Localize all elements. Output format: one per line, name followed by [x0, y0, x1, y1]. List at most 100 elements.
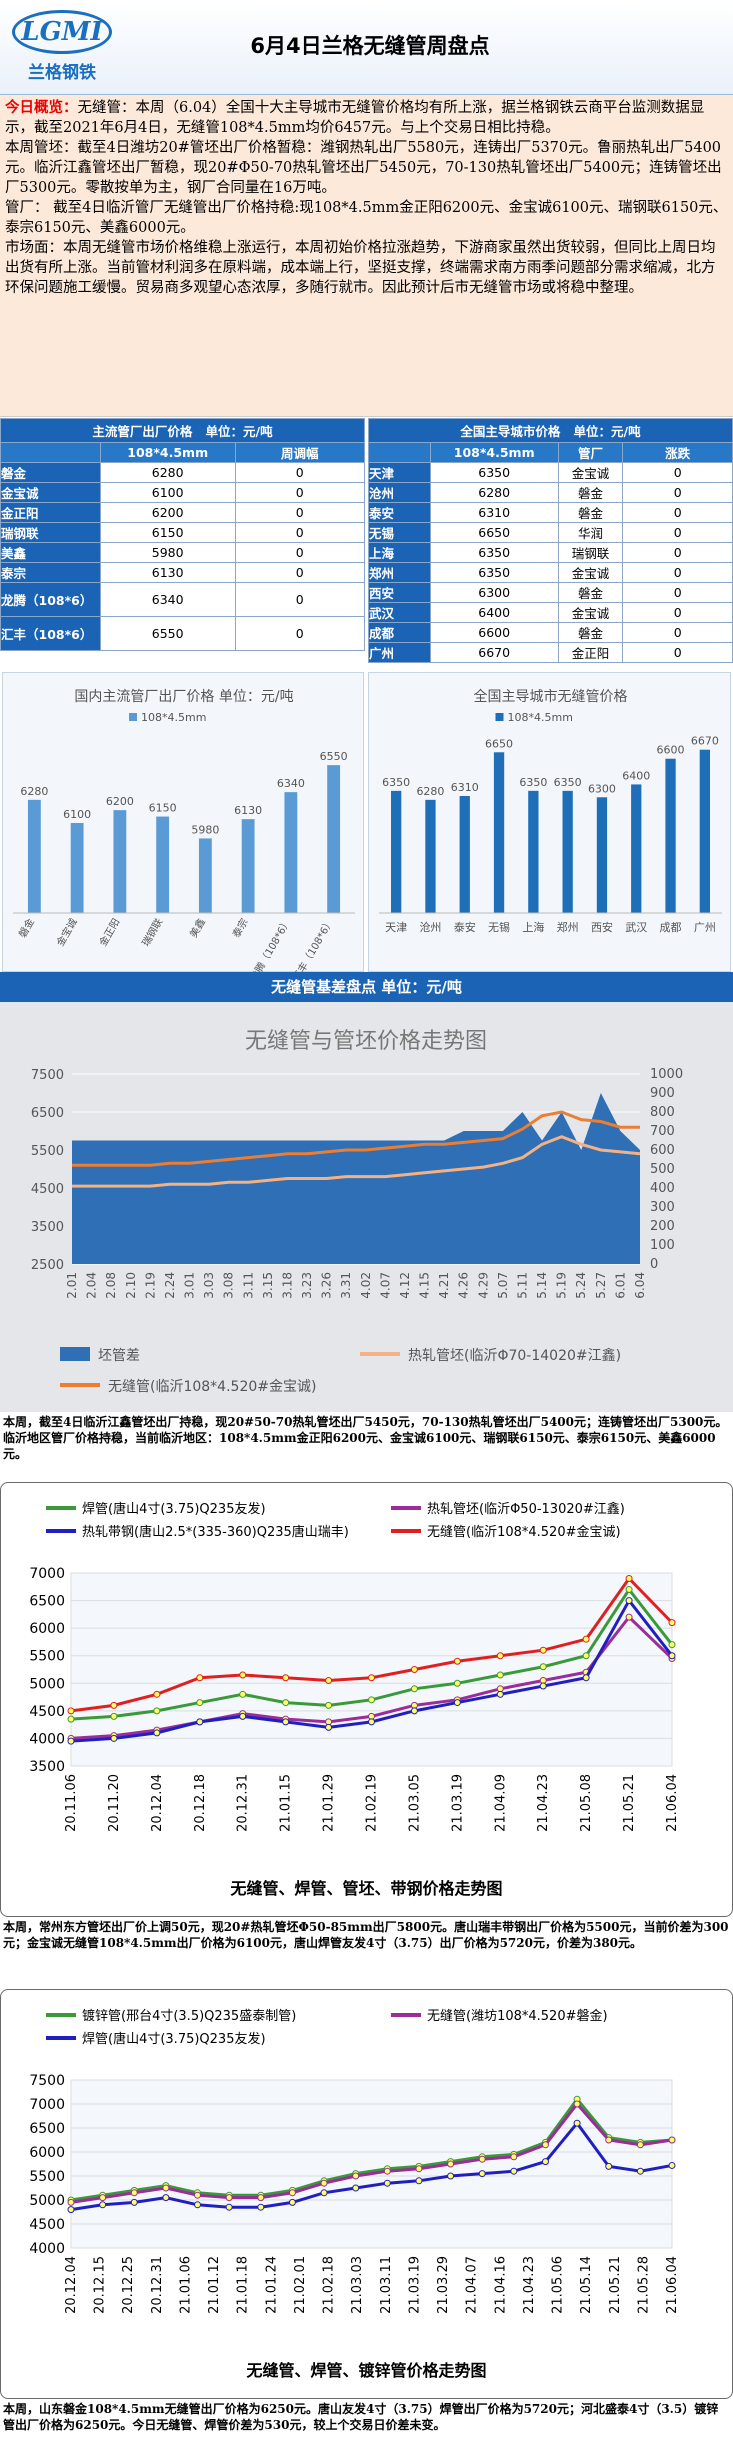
x-tick-label: 20.12.04	[150, 1774, 165, 1832]
data-point	[383, 2179, 391, 2187]
overview-market: 市场面：本周无缝管市场价格维稳上涨运行，本周初始价格拉涨趋势，下游商家虽然出货较…	[5, 240, 716, 296]
x-tick-label: 4.26	[457, 1272, 471, 1299]
logo: LGMI 兰格钢铁	[6, 10, 118, 86]
data-point	[239, 1671, 247, 1679]
price-tables: 主流管厂出厂价格 单位：元/吨 108*4.5mm 周调幅 磐金 6280 0 金宝诚 6…	[0, 418, 733, 672]
x-tick-label: 21.03.05	[407, 1774, 422, 1832]
data-point	[539, 1663, 547, 1671]
x-tick-label: 2.08	[104, 1272, 118, 1299]
bar	[27, 799, 41, 913]
y-tick: 6500	[29, 2121, 65, 2137]
city-price: 6400	[429, 602, 559, 623]
bar	[391, 790, 402, 913]
data-point	[573, 2100, 581, 2108]
legend-label: 108*4.5mm	[508, 711, 573, 724]
bar	[665, 758, 676, 913]
city-price: 6280	[429, 482, 559, 503]
data-point	[383, 2167, 391, 2175]
data-point	[282, 1674, 290, 1682]
category-label: 上海	[522, 920, 544, 934]
city-name: 天津	[368, 462, 431, 483]
y-tick: 6000	[29, 1621, 65, 1637]
series-line	[70, 2120, 673, 2212]
mill-price: 6130	[99, 562, 236, 583]
y-tick: 6500	[29, 1594, 65, 1610]
data-point	[225, 2203, 233, 2211]
city-name: 无锡	[368, 522, 431, 543]
x-tick-label: 3.23	[300, 1272, 314, 1299]
city-table-row: 成都 6600 磐金 0	[368, 622, 733, 643]
data-point	[478, 2170, 486, 2178]
city-bar-chart: 全国主导城市无缝管价格 108*4.5mm 6350 天津 6280 沧州 6310 泰安 66…	[379, 688, 722, 934]
data-point	[194, 2191, 202, 2199]
mill-price: 6340	[99, 582, 236, 617]
x-tick-label: 21.04.09	[493, 1774, 508, 1832]
city-table-row: 沧州 6280 磐金 0	[368, 482, 733, 503]
mill-name: 金宝诚	[0, 482, 101, 503]
city-change: 0	[622, 482, 733, 503]
legend-label: 无缝管(潍坊108*4.520#磐金)	[427, 2008, 608, 2024]
city-change: 0	[622, 522, 733, 543]
mill-name: 美鑫	[0, 542, 101, 563]
city-change: 0	[622, 582, 733, 603]
x-tick-label: 21.03.19	[407, 2256, 422, 2314]
x-tick-label: 20.12.31	[236, 1774, 251, 1832]
x-tick-label: 20.12.15	[93, 2256, 108, 2314]
y-tick: 5000	[29, 1676, 65, 1692]
bar	[699, 749, 710, 913]
category-label: 武汉	[625, 921, 647, 934]
legend-label: 热轧管坯(临沂Φ70-14020#江鑫)	[408, 1347, 621, 1364]
x-tick-label: 21.05.14	[579, 2256, 594, 2314]
mill-table-row: 龙腾（108*6） 6340 0	[0, 582, 366, 617]
mill-price: 6550	[99, 616, 236, 651]
overview-lead: 今日概览：无缝管：本周（6.04）全国十大主导城市无缝管价格均有所上涨，据兰格钢…	[5, 98, 728, 138]
data-point	[605, 2162, 613, 2170]
x-tick-label: 5.19	[555, 1272, 569, 1299]
x-tick-label: 5.07	[496, 1272, 510, 1299]
basis-header: 无缝管基差盘点 单位：元/吨	[0, 972, 733, 1002]
data-point	[257, 2203, 265, 2211]
data-label: 6600	[657, 744, 685, 757]
bar	[425, 799, 436, 913]
bar	[493, 752, 505, 913]
x-tick-label: 21.01.24	[264, 2256, 279, 2314]
mill-table-row: 金宝诚 6100 0	[0, 482, 366, 503]
x-tick-label: 4.15	[418, 1272, 432, 1299]
x-tick-label: 20.12.18	[193, 1774, 208, 1832]
x-tick-label: 21.03.11	[379, 2256, 394, 2314]
series-area-basis	[72, 1093, 640, 1264]
data-point	[162, 2194, 170, 2202]
city-price-table: 全国主导城市价格 单位：元/吨 108*4.5mm 管厂 涨跌 天津 6350 金宝诚 0…	[368, 418, 733, 663]
y-right-tick: 700	[650, 1124, 675, 1139]
data-point	[447, 2160, 455, 2168]
x-tick-label: 5.14	[535, 1272, 549, 1299]
x-tick-label: 4.29	[476, 1272, 490, 1299]
data-label: 6350	[382, 776, 410, 789]
city-table-row: 天津 6350 金宝诚 0	[368, 462, 733, 483]
mini-charts: 国内主流管厂出厂价格 单位：元/吨 108*4.5mm 6280 磐金 6100 金宝诚 6…	[0, 672, 733, 972]
y-right-tick: 400	[650, 1181, 675, 1196]
galvanized-trend-chart: 4000 4500 5000 5500 6000 6500 7000 7500 20.12.04…	[29, 2008, 680, 2380]
multi-trend-chart-panel: 3500 4000 4500 5000 5500 6000 6500 7000 20.11.06…	[0, 1482, 733, 1917]
x-tick-label: 20.12.31	[150, 2256, 165, 2314]
mill-table-row: 汇丰（108*6） 6550 0	[0, 616, 366, 651]
bar	[156, 816, 170, 913]
series-line	[72, 1110, 640, 1167]
city-col-spec: 108*4.5mm	[429, 442, 559, 463]
data-point	[582, 1635, 590, 1643]
y-tick: 4500	[29, 2217, 65, 2233]
x-tick-label: 5.11	[515, 1272, 529, 1299]
x-tick-label: 20.11.06	[64, 1774, 79, 1832]
data-point	[453, 1679, 461, 1687]
city-price: 6300	[429, 582, 559, 603]
chart-title: 无缝管、焊管、镀锌管价格走势图	[245, 2361, 486, 2380]
data-point	[239, 1712, 247, 1720]
x-tick-label: 2.04	[85, 1272, 99, 1299]
legend-swatch	[495, 713, 504, 721]
category-label: 金正阳	[96, 916, 122, 948]
data-point	[415, 2165, 423, 2173]
data-label: 6400	[622, 769, 650, 782]
y-tick: 5500	[29, 2169, 65, 2185]
x-tick-label: 21.04.23	[536, 1774, 551, 1832]
bar	[241, 819, 255, 913]
